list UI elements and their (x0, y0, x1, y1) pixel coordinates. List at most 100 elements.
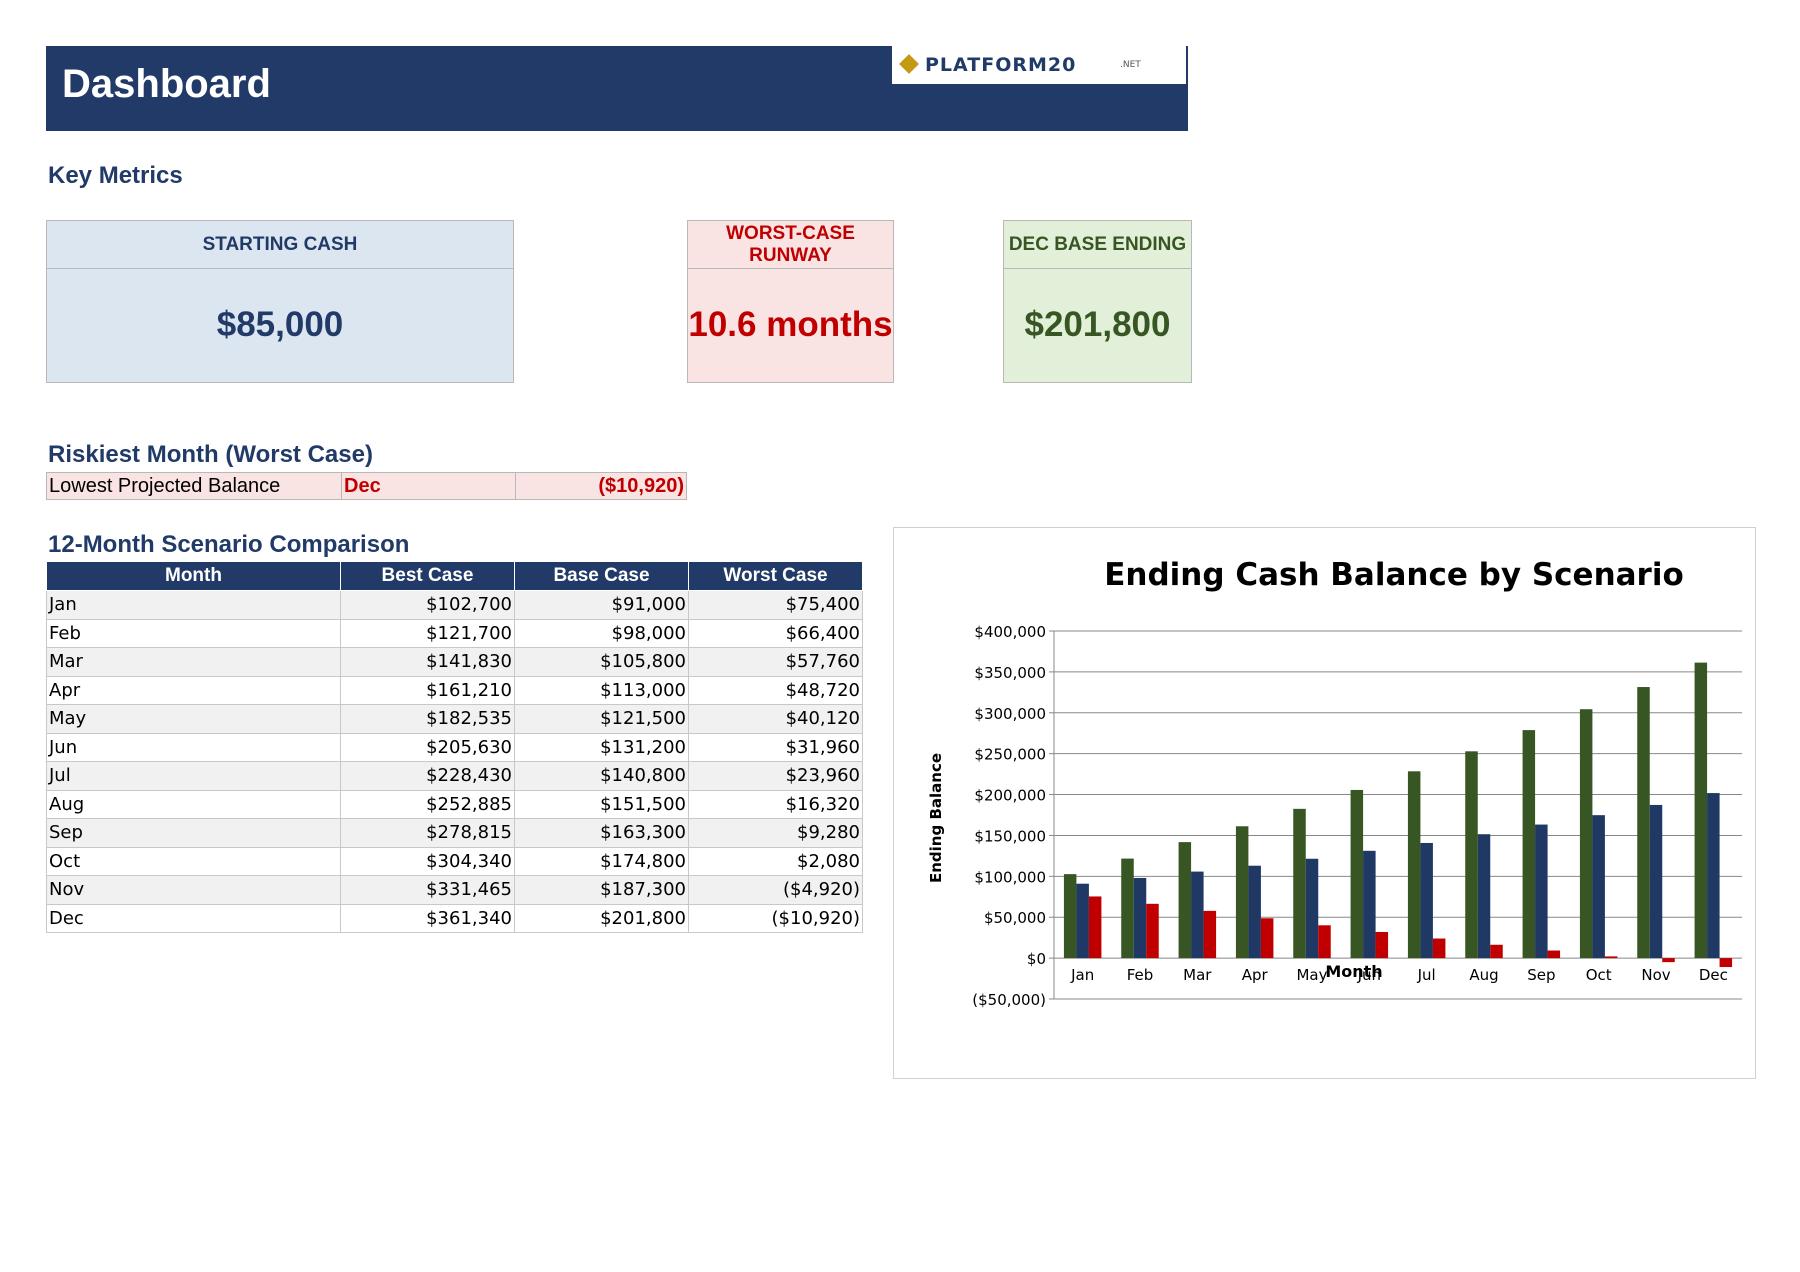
cell-best-case: $121,700 (340, 618, 515, 648)
bar-series1-dec (1694, 662, 1708, 959)
cell-best-case: $331,465 (340, 875, 515, 905)
table-row: Aug $252,885 $151,500 $16,320 (46, 789, 863, 819)
cell-base-case: $91,000 (514, 590, 689, 620)
cell-worst-case: ($4,920) (688, 875, 863, 905)
table-row: May $182,535 $121,500 $40,120 (46, 704, 863, 734)
riskiest-month-value: ($10,920) (598, 475, 684, 497)
bar-series2-jul (1420, 842, 1433, 959)
cell-worst-case: $2,080 (688, 846, 863, 876)
cell-month: Apr (46, 675, 341, 705)
bar-series3-jun (1375, 931, 1389, 959)
table-row: Nov $331,465 $187,300 ($4,920) (46, 875, 863, 905)
x-tick-label: Apr (1242, 966, 1269, 984)
bar-series2-dec (1707, 793, 1720, 959)
cell-worst-case: $48,720 (688, 675, 863, 705)
table-row: Oct $304,340 $174,800 $2,080 (46, 846, 863, 876)
page-title: Dashboard (62, 62, 271, 106)
cell-worst-case: $23,960 (688, 761, 863, 791)
comparison-title: 12-Month Scenario Comparison (48, 531, 410, 558)
cell-best-case: $252,885 (340, 789, 515, 819)
bar-series2-oct (1592, 815, 1605, 959)
cell-worst-case: ($10,920) (688, 903, 863, 933)
bar-series2-nov (1649, 804, 1663, 959)
cell-worst-case: $40,120 (688, 704, 863, 734)
cell-best-case: $228,430 (340, 761, 515, 791)
bar-series1-oct (1579, 709, 1593, 959)
cell-month: Oct (46, 846, 341, 876)
column-header-worst-case: Worst Case (688, 561, 863, 591)
chart-title: Ending Cash Balance by Scenario (1104, 557, 1684, 593)
bar-series3-oct (1604, 956, 1618, 959)
cell-best-case: $182,535 (340, 704, 515, 734)
cell-best-case: $304,340 (340, 846, 515, 876)
riskiest-month-month: Dec (342, 473, 516, 499)
cell-worst-case: $16,320 (688, 789, 863, 819)
table-row: Jun $205,630 $131,200 $31,960 (46, 732, 863, 762)
y-tick-label: $100,000 (974, 868, 1046, 886)
riskiest-month-label: Lowest Projected Balance (47, 473, 342, 499)
dec-base-ending-card: DEC BASE ENDING $201,800 (1003, 220, 1192, 383)
table-row: Dec $361,340 $201,800 ($10,920) (46, 903, 863, 933)
bar-series1-nov (1637, 687, 1650, 959)
y-tick-label: ($50,000) (972, 991, 1046, 1009)
bar-series2-apr (1248, 865, 1261, 959)
worst-case-runway-label: WORST-CASE RUNWAY (688, 221, 893, 269)
cell-month: Mar (46, 647, 341, 677)
bar-series2-jan (1076, 883, 1089, 959)
cell-month: Jan (46, 590, 341, 620)
cell-month: Feb (46, 618, 341, 648)
riskiest-month-title: Riskiest Month (Worst Case) (48, 441, 373, 468)
cell-worst-case: $57,760 (688, 647, 863, 677)
bar-series2-feb (1133, 877, 1147, 959)
bar-series1-apr (1235, 826, 1249, 959)
bar-series1-feb (1121, 858, 1134, 959)
bar-series2-sep (1535, 824, 1548, 959)
cell-base-case: $201,800 (514, 903, 689, 933)
bar-series1-may (1293, 808, 1306, 959)
cell-month: Sep (46, 818, 341, 848)
starting-cash-value: $85,000 (216, 305, 344, 344)
bar-series1-jul (1407, 771, 1421, 959)
cell-base-case: $187,300 (514, 875, 689, 905)
y-axis-title: Ending Balance (927, 753, 945, 883)
cell-month: May (46, 704, 341, 734)
table-row: Jan $102,700 $91,000 $75,400 (46, 590, 863, 620)
x-tick-label: Mar (1183, 966, 1212, 984)
bar-series3-feb (1146, 903, 1159, 959)
bar-series1-mar (1178, 842, 1192, 959)
cell-base-case: $98,000 (514, 618, 689, 648)
bar-series1-jun (1350, 789, 1364, 959)
x-tick-label: Dec (1699, 966, 1728, 984)
key-metrics-title: Key Metrics (48, 162, 183, 189)
cell-base-case: $121,500 (514, 704, 689, 734)
table-row: Jul $228,430 $140,800 $23,960 (46, 761, 863, 791)
bar-series2-may (1305, 858, 1319, 959)
bar-series3-sep (1547, 950, 1561, 959)
y-tick-label: $400,000 (974, 623, 1046, 641)
y-tick-label: $350,000 (974, 664, 1046, 682)
bar-series3-apr (1260, 918, 1274, 959)
y-tick-label: $50,000 (984, 909, 1046, 927)
table-row: Feb $121,700 $98,000 $66,400 (46, 618, 863, 648)
starting-cash-label: STARTING CASH (47, 221, 513, 269)
cell-base-case: $140,800 (514, 761, 689, 791)
table-body: Jan $102,700 $91,000 $75,400 Feb $121,700 $98,… (46, 590, 863, 933)
table-row: Mar $141,830 $105,800 $57,760 (46, 647, 863, 677)
cell-best-case: $161,210 (340, 675, 515, 705)
x-tick-label: Jun (1357, 966, 1381, 984)
column-header-best-case: Best Case (340, 561, 515, 591)
x-tick-label: Feb (1127, 966, 1154, 984)
x-tick-label: Sep (1527, 966, 1555, 984)
bar-series3-may (1318, 925, 1331, 959)
bar-series3-aug (1490, 944, 1503, 959)
table-header-row: Month Best Case Base Case Worst Case (46, 561, 863, 591)
bar-series1-jan (1063, 874, 1077, 959)
table-row: Sep $278,815 $163,300 $9,280 (46, 818, 863, 848)
cell-month: Dec (46, 903, 341, 933)
bar-series3-jul (1432, 938, 1446, 959)
bar-series3-dec (1719, 958, 1733, 968)
y-tick-label: $200,000 (974, 787, 1046, 805)
worst-case-runway-card: WORST-CASE RUNWAY 10.6 months (687, 220, 894, 383)
cell-base-case: $174,800 (514, 846, 689, 876)
y-tick-label: $300,000 (974, 705, 1046, 723)
